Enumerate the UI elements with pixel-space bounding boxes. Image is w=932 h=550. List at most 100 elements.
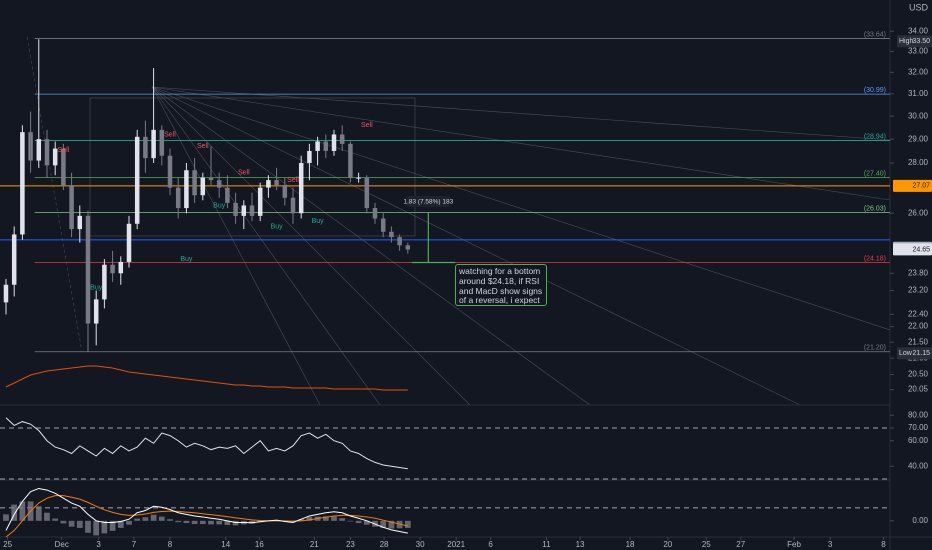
y-tick-label: 28.00 [908,158,929,167]
measure-label-bg [406,195,451,207]
y-tick-label: 21.50 [908,337,929,346]
candle-body [315,141,320,151]
y-tick-label: 22.00 [908,322,929,331]
macd-histogram-bar [19,501,26,521]
currency: USD [909,2,929,12]
signal-label: Sell [197,143,209,150]
y-tick-label: 20.50 [908,370,929,379]
x-tick-label: 28 [380,540,389,549]
candle-body [364,177,370,209]
candle-body [274,180,279,186]
trend-line [26,36,83,353]
candle-body [52,148,58,166]
candle-body [216,180,222,188]
macd-histogram-bar [388,520,395,529]
candle-body [397,237,402,246]
candle-body [290,197,296,214]
price-badge [893,179,932,192]
badge-label: 24.65 [912,246,930,253]
macd-histogram-bar [35,506,42,521]
x-tick-label: 23 [346,540,355,549]
macd-histogram-bar [175,520,182,523]
badge-label: 33.50 [912,38,930,45]
candle-body [323,141,329,151]
x-tick-label: Dec [55,540,69,549]
macd-histogram-bar [199,520,206,525]
candle-body [175,187,181,209]
macd-histogram-bar [306,516,313,521]
badge-prefix: High [899,38,914,45]
macd-histogram-bar [44,512,50,521]
macd-histogram-bar [183,520,190,524]
candle-body [241,205,247,216]
macd-histogram-bar [126,520,132,525]
macd-histogram-bar [331,516,337,521]
x-tick-label: 21 [310,540,319,549]
badge-prefix: Low [899,350,913,357]
macd-histogram-bar [76,520,83,528]
rsi-line [5,417,408,470]
rsi-tick-label: 80.00 [908,410,929,419]
signal-label: Sell [238,170,250,177]
x-tick-label: 2021 [447,540,465,549]
macd-histogram-bar [68,520,75,527]
candle-body [208,177,214,181]
level-label: (21.20) [864,345,886,352]
macd-histogram-bar [232,520,239,526]
x-tick-label: 18 [626,540,635,549]
macd-histogram-bar [11,504,18,521]
macd-histogram-bar [355,520,362,524]
candle-body [372,208,378,219]
macd-histogram-bar [93,520,100,536]
x-tick-label: 27 [736,540,745,549]
candle-body [143,136,148,159]
range-box [89,97,416,237]
macd-histogram-bar [167,519,173,521]
signal-label: Sell [361,122,373,129]
macd-histogram-bar [224,520,231,526]
measure-label: 1.83 (7.58%) 183 [403,199,453,206]
signal-label: Buy [312,218,325,225]
rsi-tick-label: 60.00 [908,436,929,445]
candle-body [389,231,394,238]
macd-histogram-bar [85,520,91,533]
macd-histogram-bar [101,520,108,534]
macd-histogram-bar [347,520,354,522]
macd-histogram-bar [208,520,214,525]
rsi-tick-label: 40.00 [908,461,929,470]
candle-body [69,185,74,230]
level-label: (27.40) [864,171,886,178]
candle-body [11,234,17,285]
x-tick-label: 7 [132,540,137,549]
x-tick-label: 20 [663,540,672,549]
candle-body [61,148,66,186]
signal-label: Buy [90,284,103,291]
y-tick-label: 23.20 [908,286,929,295]
candle-body [159,129,165,156]
macd-histogram-bar [158,516,165,521]
candle-body [85,215,91,324]
macd-histogram-bar [109,520,116,531]
candle-body [102,264,107,300]
fan-line [151,86,891,331]
macd-histogram-bar [191,520,198,525]
y-tick-label: 32.00 [908,67,929,76]
annotation-box: watching for a bottom around $24.18, if … [455,264,547,306]
x-tick-label: 25 [3,540,12,549]
signal-label: Sell [164,131,176,138]
x-tick-label: 16 [255,540,264,549]
badge-label: 21.15 [912,350,930,357]
macd-histogram-bar [380,520,387,528]
macd-line [5,487,408,534]
candle-body [331,134,337,151]
y-tick-label: 29.00 [908,134,929,143]
level-label: (33.64) [864,31,886,38]
candle-body [257,187,263,216]
macd-histogram-bar [298,519,305,521]
macd-histogram-bar [363,520,370,525]
signal-line [5,495,408,538]
macd-tick-label: 0.00 [912,516,928,525]
x-tick-label: 13 [576,540,585,549]
